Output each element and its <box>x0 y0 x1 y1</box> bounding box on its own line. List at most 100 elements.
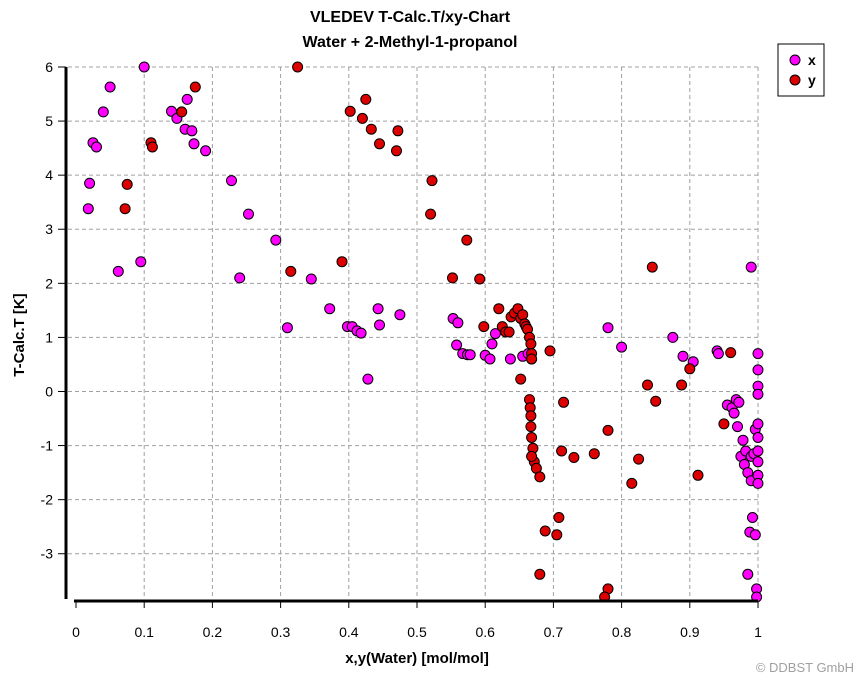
y-tick-label: 2 <box>45 275 53 291</box>
data-point-y <box>646 261 658 273</box>
x-tick-label: 0.3 <box>271 624 291 640</box>
y-axis-title: T-Calc.T [K] <box>11 293 28 376</box>
data-point-x <box>749 529 761 541</box>
legend-marker-y <box>789 74 801 86</box>
data-point-x <box>486 338 498 350</box>
data-point-y <box>365 123 377 135</box>
data-point-y <box>336 256 348 268</box>
grid-lines <box>68 66 759 599</box>
data-point-x <box>135 256 147 268</box>
data-point-y <box>176 106 188 118</box>
data-point-x <box>138 61 150 73</box>
data-point-y <box>642 379 653 391</box>
data-point-y <box>525 421 537 433</box>
legend-label-y: y <box>808 72 816 88</box>
data-point-x <box>452 317 464 329</box>
data-point-y <box>525 410 537 422</box>
y-tick-label: 1 <box>45 329 53 345</box>
data-point-y <box>360 93 372 105</box>
data-point-x <box>181 93 193 105</box>
data-point-y <box>447 272 458 284</box>
data-point-y <box>515 373 527 385</box>
x-tick-label: 0 <box>72 624 80 640</box>
data-point-x <box>752 364 764 376</box>
data-point-x <box>243 208 254 220</box>
data-point-y <box>718 418 730 430</box>
data-point-x <box>97 106 109 118</box>
data-point-y <box>525 338 537 350</box>
y-tick-label: -3 <box>41 546 54 562</box>
data-point-y <box>551 529 563 541</box>
data-point-y <box>553 512 565 523</box>
data-point-x <box>733 396 745 408</box>
data-point-x <box>84 177 96 189</box>
data-point-y <box>650 395 662 407</box>
chart-title: VLEDEV T-Calc.T/xy-Chart <box>310 9 511 26</box>
x-tick-label: 0.8 <box>612 624 632 640</box>
data-point-x <box>728 407 740 419</box>
data-point-x <box>667 331 679 343</box>
data-point-x <box>305 273 317 285</box>
data-point-y <box>692 469 704 481</box>
x-tick-label: 0.9 <box>680 624 700 640</box>
data-point-x <box>82 203 94 215</box>
legend: x y <box>777 43 825 97</box>
data-point-x <box>677 350 689 362</box>
data-point-y <box>121 178 133 190</box>
data-point-x <box>745 261 757 273</box>
data-point-y <box>568 452 580 463</box>
data-point-x <box>186 125 198 137</box>
data-point-y <box>503 326 515 338</box>
data-point-y <box>391 145 402 157</box>
data-point-x <box>188 138 200 150</box>
data-point-y <box>676 379 688 391</box>
data-point-x <box>752 418 764 430</box>
data-point-x <box>451 339 463 351</box>
data-point-y <box>517 309 529 321</box>
data-point-y <box>602 424 614 436</box>
x-tick-label: 0.4 <box>339 624 359 640</box>
data-point-x <box>464 349 476 361</box>
data-point-x <box>752 348 764 360</box>
chart-subtitle: Water + 2-Methyl-1-propanol <box>303 34 518 51</box>
data-point-x <box>324 303 336 315</box>
data-point-y <box>534 568 546 580</box>
data-point-x <box>226 175 237 187</box>
legend-box <box>777 43 825 97</box>
y-tick-label: 5 <box>45 113 53 129</box>
data-point-y <box>146 141 158 153</box>
data-point-y <box>539 525 551 537</box>
data-point-y <box>425 208 437 220</box>
data-point-x <box>270 234 282 246</box>
data-point-x <box>234 272 246 284</box>
data-point-y <box>474 273 486 285</box>
x-tick-label: 0.5 <box>407 624 427 640</box>
data-point-y <box>558 396 570 408</box>
data-point-x <box>489 328 501 340</box>
axis-ticks: 0 0.1 0.2 0.3 0.4 0.5 0.6 0.7 0.8 0.9 1 -3 -2 -1 0 1 2 3 4… <box>41 59 763 640</box>
plot-area <box>68 67 758 599</box>
data-point-y <box>588 448 600 460</box>
y-tick-label: 3 <box>45 221 53 237</box>
data-point-x <box>112 265 124 277</box>
data-point-y <box>356 112 368 124</box>
y-tick-label: 6 <box>45 59 53 75</box>
data-point-y <box>633 453 645 465</box>
x-tick-label: 0.7 <box>544 624 564 640</box>
y-tick-label: 0 <box>45 383 53 399</box>
data-point-y <box>344 105 356 117</box>
data-point-x <box>91 141 102 153</box>
data-point-y <box>684 363 696 375</box>
data-point-x <box>104 81 116 93</box>
x-tick-label: 1 <box>754 624 762 640</box>
data-point-x <box>362 373 374 385</box>
data-point-y <box>189 81 201 93</box>
data-point-x <box>752 432 764 443</box>
legend-label-x: x <box>808 52 816 68</box>
data-point-x <box>484 353 496 365</box>
legend-marker-x <box>789 54 801 66</box>
data-point-y <box>544 345 556 357</box>
data-point-x <box>616 341 628 353</box>
data-point-x <box>732 421 743 433</box>
